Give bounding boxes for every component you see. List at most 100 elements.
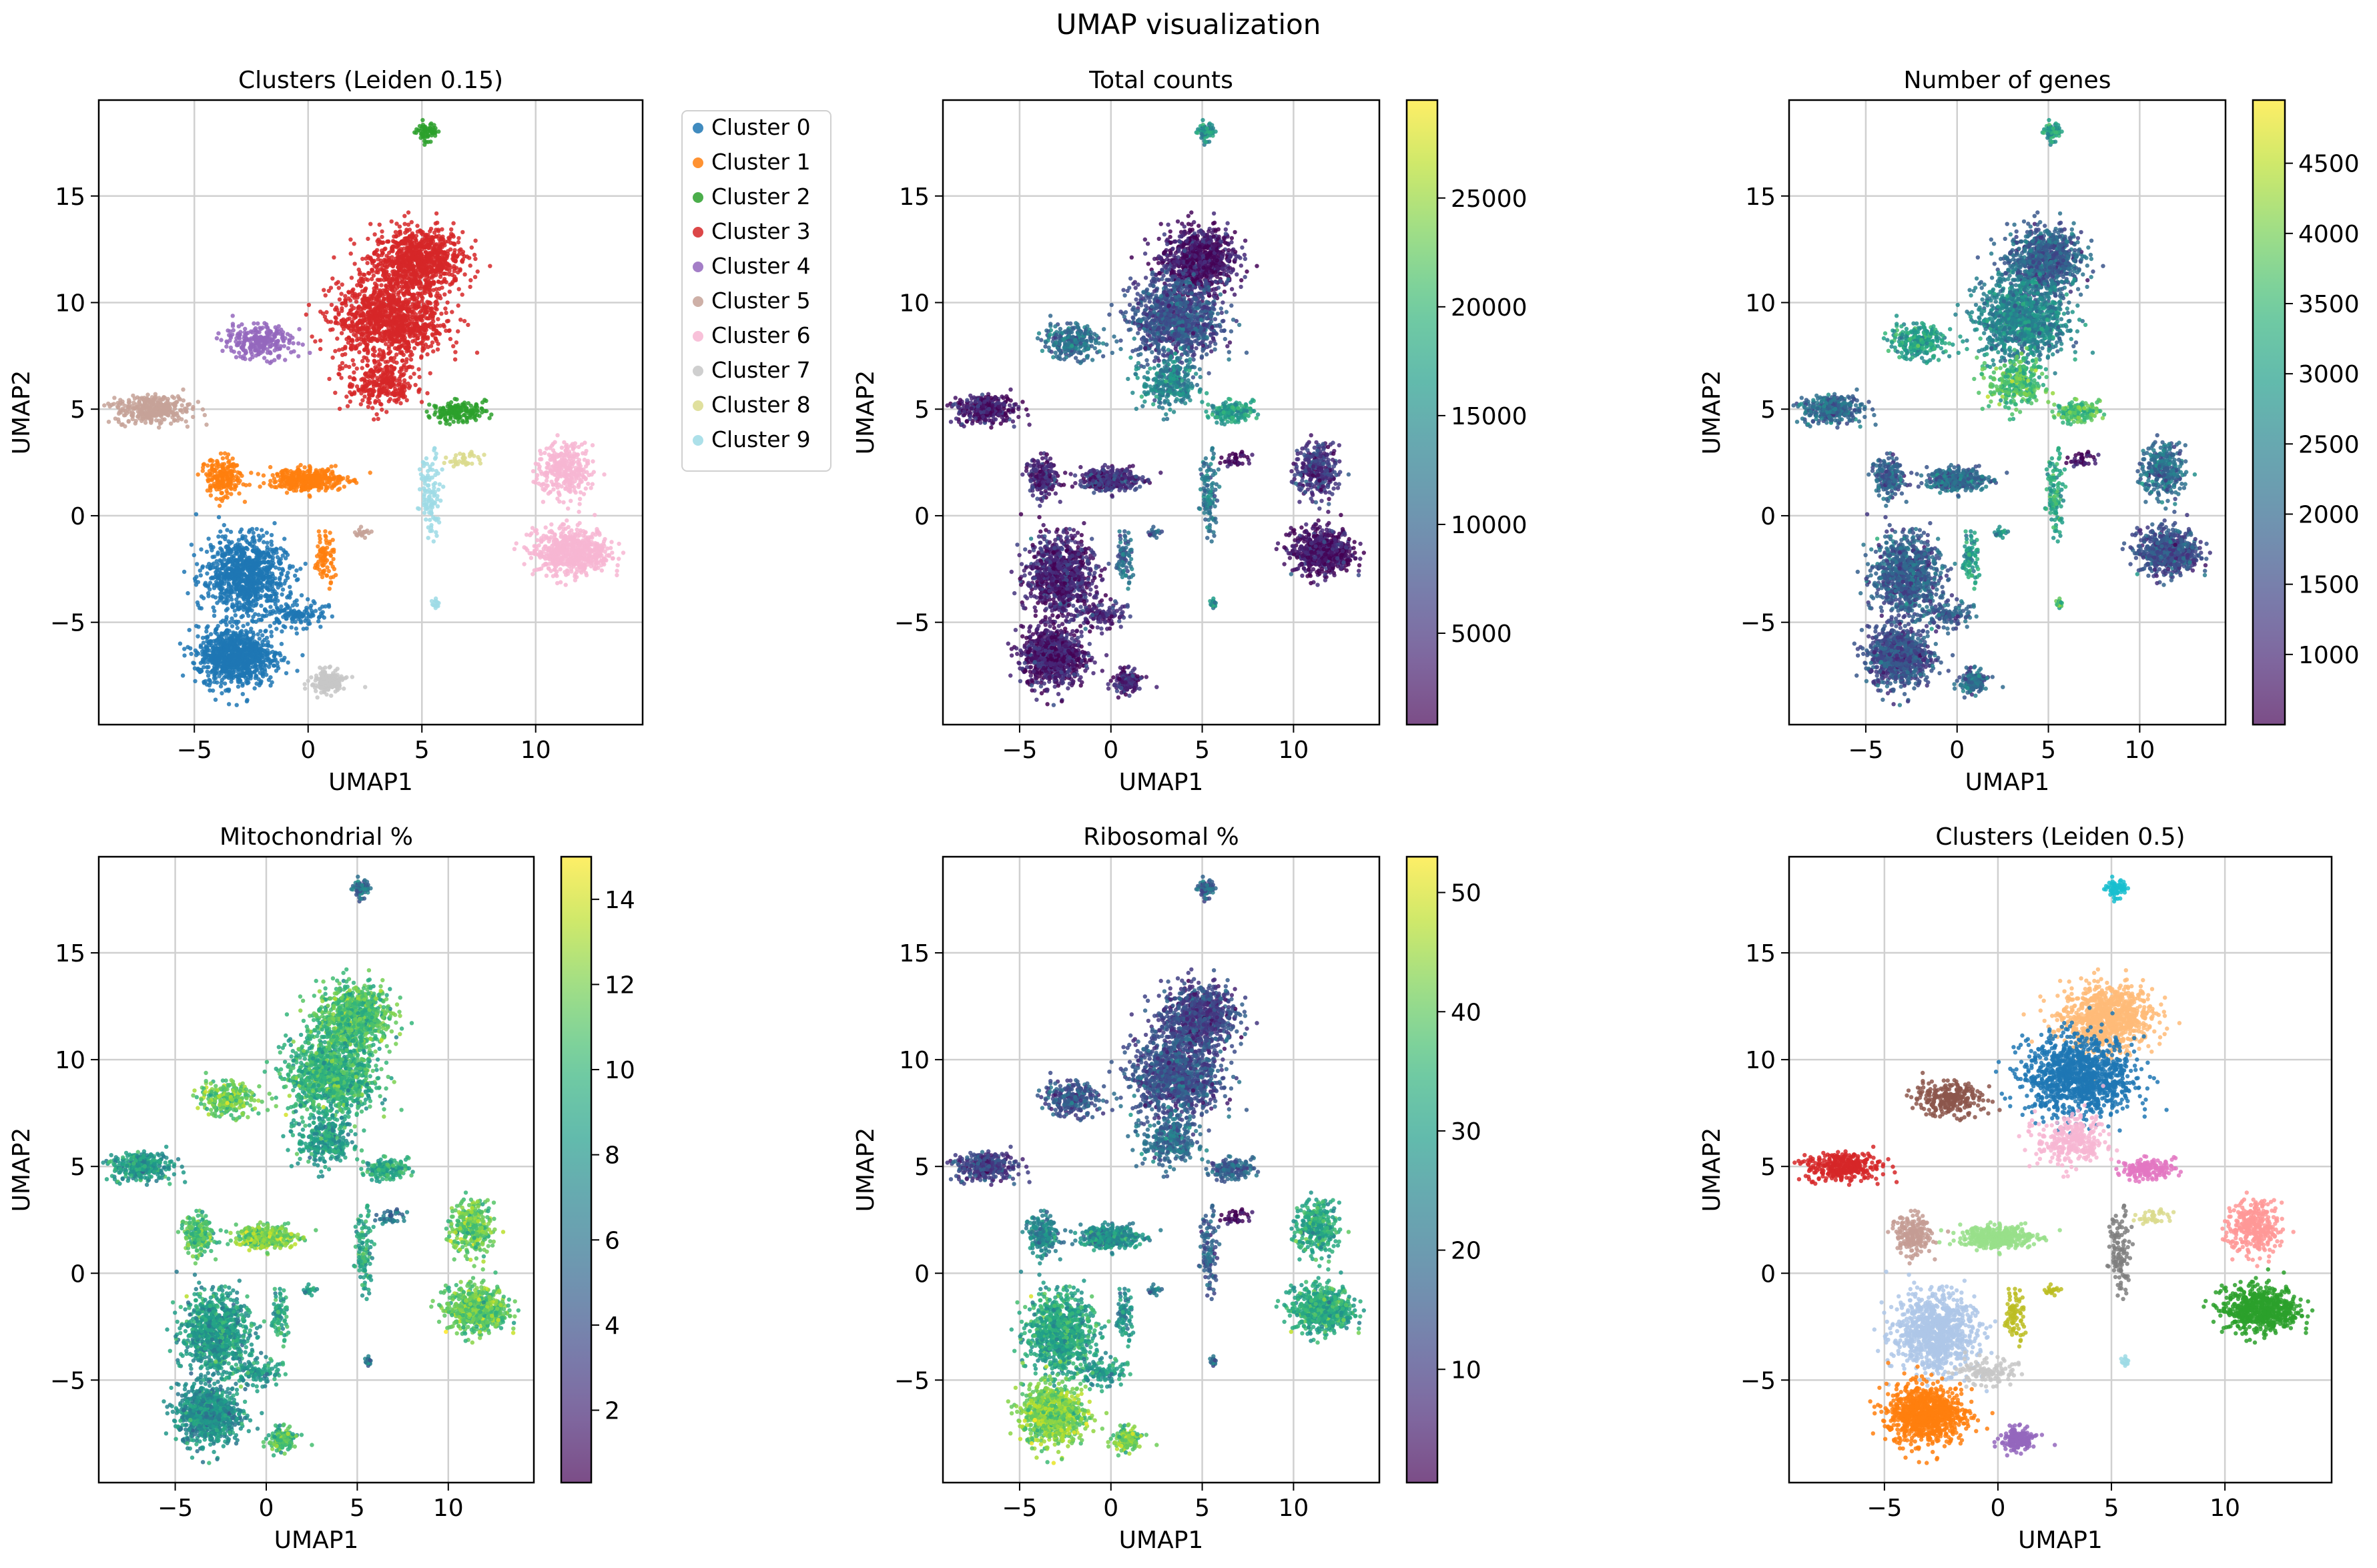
data-point xyxy=(250,578,254,582)
data-point xyxy=(356,388,360,392)
data-point xyxy=(414,316,418,320)
data-point xyxy=(224,344,228,348)
data-point xyxy=(218,504,222,508)
data-point xyxy=(426,253,430,257)
data-point xyxy=(271,473,275,477)
data-point xyxy=(360,384,364,388)
data-point xyxy=(217,515,221,519)
data-point xyxy=(373,306,377,310)
data-point xyxy=(237,491,241,495)
data-point xyxy=(275,581,279,585)
data-point xyxy=(241,692,245,696)
data-point xyxy=(411,254,415,258)
data-point xyxy=(446,319,450,323)
data-point xyxy=(374,250,378,254)
data-point xyxy=(270,360,274,364)
data-point xyxy=(405,229,409,233)
data-point xyxy=(416,292,420,296)
data-point xyxy=(257,618,261,622)
data-point xyxy=(352,262,356,266)
data-point xyxy=(385,290,389,294)
data-point xyxy=(270,533,274,537)
data-point xyxy=(458,410,462,414)
data-point xyxy=(431,314,435,318)
data-point xyxy=(220,491,224,495)
data-point xyxy=(448,415,452,419)
data-point xyxy=(127,398,131,402)
data-point xyxy=(327,289,331,293)
data-point xyxy=(206,474,210,478)
data-point xyxy=(342,484,346,488)
data-point xyxy=(336,372,340,376)
data-point xyxy=(266,350,270,354)
data-point xyxy=(405,265,409,269)
data-point xyxy=(466,323,470,327)
data-point xyxy=(404,357,408,361)
data-point xyxy=(381,308,385,312)
data-point xyxy=(219,452,223,456)
data-point xyxy=(366,389,370,393)
data-point xyxy=(193,576,197,580)
data-point xyxy=(352,370,356,374)
data-point xyxy=(389,371,393,375)
data-point xyxy=(265,359,269,363)
data-point xyxy=(228,620,232,624)
data-point xyxy=(378,312,382,316)
data-point xyxy=(436,280,440,284)
data-point xyxy=(112,396,116,400)
data-point xyxy=(254,603,258,607)
data-point xyxy=(283,358,287,362)
data-point xyxy=(182,398,186,402)
data-point xyxy=(324,488,328,492)
data-point xyxy=(230,624,234,628)
data-point xyxy=(480,400,484,404)
data-point xyxy=(356,337,360,341)
data-point xyxy=(332,484,336,488)
data-point xyxy=(349,346,353,350)
data-point xyxy=(426,126,430,130)
data-point xyxy=(252,571,256,575)
data-point xyxy=(368,368,372,372)
data-point xyxy=(428,240,432,244)
data-point xyxy=(236,605,240,609)
data-point xyxy=(425,287,429,291)
data-point xyxy=(327,377,331,381)
data-point xyxy=(443,240,447,244)
data-point xyxy=(404,250,408,254)
data-point xyxy=(348,390,352,394)
data-point xyxy=(384,410,388,414)
data-point xyxy=(350,304,354,308)
data-point xyxy=(226,452,230,456)
data-point xyxy=(250,355,254,359)
data-point xyxy=(298,566,302,570)
data-point xyxy=(231,456,235,460)
data-point xyxy=(399,268,403,272)
data-point xyxy=(337,474,341,478)
data-point xyxy=(218,586,222,591)
data-point xyxy=(214,496,218,500)
data-point xyxy=(376,360,380,364)
data-point xyxy=(157,418,161,422)
data-point xyxy=(425,352,429,356)
data-point xyxy=(210,467,214,471)
data-point xyxy=(238,332,242,336)
data-point xyxy=(434,404,438,408)
data-point xyxy=(335,336,339,340)
data-point xyxy=(266,575,270,579)
data-point xyxy=(462,319,466,323)
data-point xyxy=(351,358,355,362)
data-point xyxy=(236,546,240,550)
data-point xyxy=(488,264,492,268)
data-point xyxy=(288,590,292,594)
data-point xyxy=(445,418,449,422)
data-point xyxy=(397,296,401,300)
data-point xyxy=(374,290,378,294)
data-point xyxy=(248,346,252,350)
data-point xyxy=(420,118,424,122)
data-point xyxy=(205,550,209,554)
data-point xyxy=(202,596,206,600)
data-point xyxy=(348,400,352,404)
data-point xyxy=(380,408,384,412)
data-point xyxy=(406,246,410,250)
data-point xyxy=(227,687,231,691)
